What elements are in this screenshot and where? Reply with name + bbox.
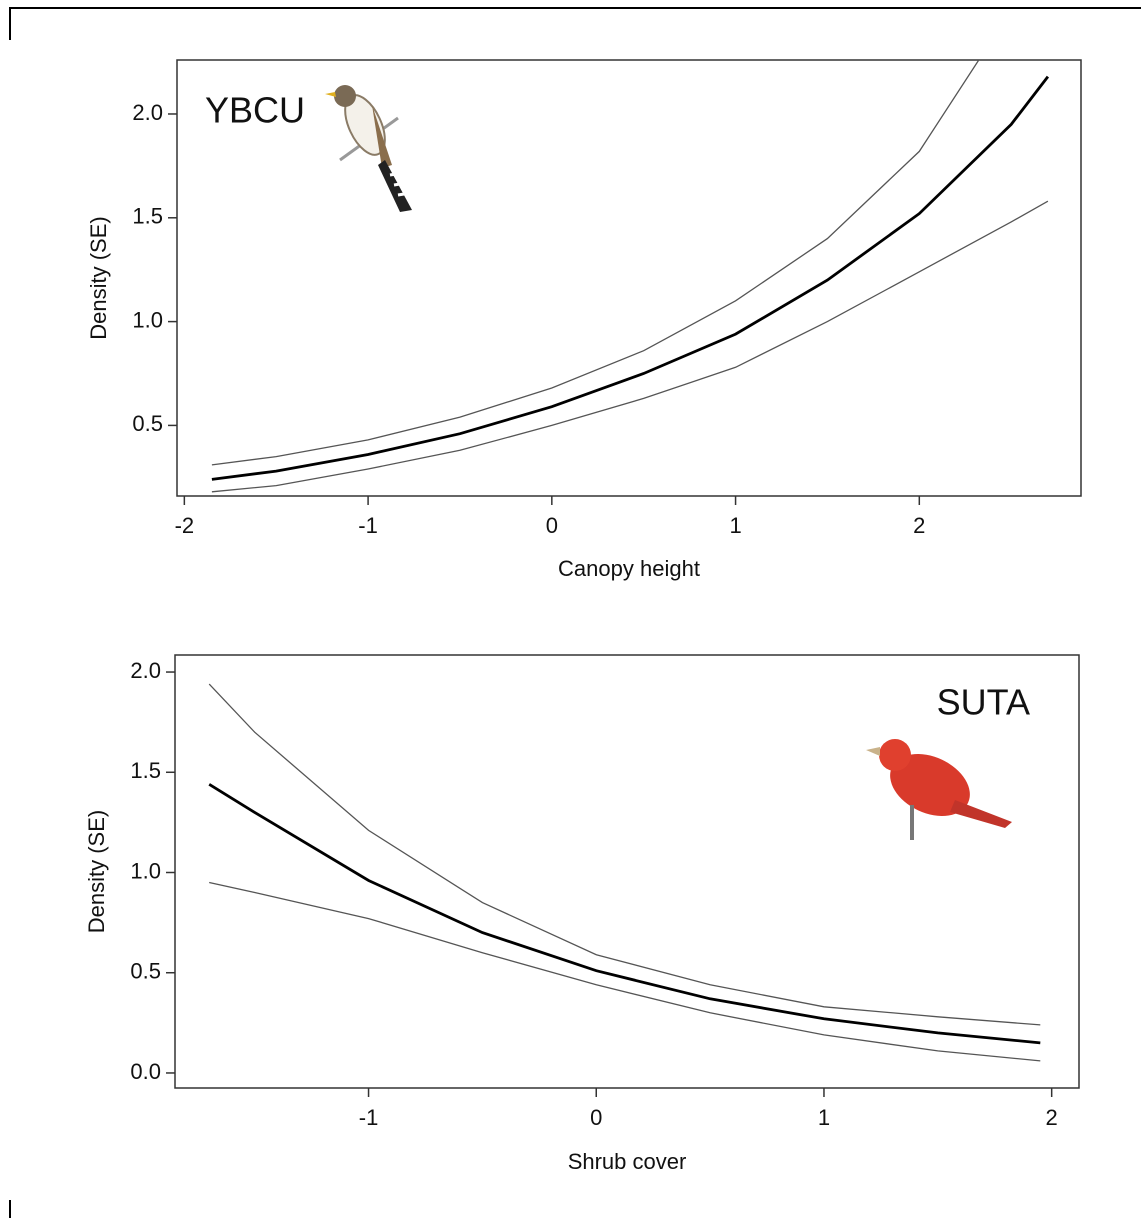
x-tick-label: -2 xyxy=(175,513,195,538)
y-tick-label: 2.0 xyxy=(132,100,163,125)
y-tick-label: 0.5 xyxy=(132,411,163,436)
y-tick-label: 1.0 xyxy=(132,307,163,332)
plot-frame xyxy=(176,59,1082,497)
y-axis-label: Density (SE) xyxy=(86,216,111,339)
x-tick-label: 0 xyxy=(546,513,558,538)
lines xyxy=(208,683,1041,1062)
x-tick-label: 2 xyxy=(1046,1105,1058,1130)
lines xyxy=(211,60,1050,493)
cuckoo-illustration xyxy=(325,85,412,212)
y-tick-label: 0.0 xyxy=(130,1059,161,1084)
y-tick-label: 0.5 xyxy=(130,959,161,984)
y-tick-label: 2.0 xyxy=(130,658,161,683)
series-line xyxy=(211,60,980,466)
annotation: YBCU xyxy=(205,90,305,131)
series-line xyxy=(211,200,1049,493)
x-tick-label: 2 xyxy=(913,513,925,538)
tanager-illustration xyxy=(866,739,1012,840)
y-tick-label: 1.0 xyxy=(130,858,161,883)
x-tick-label: -1 xyxy=(358,513,378,538)
series-line xyxy=(208,683,1041,1026)
annotation: SUTA xyxy=(937,682,1030,723)
plot-frame xyxy=(174,654,1080,1089)
x-tick-label: 1 xyxy=(729,513,741,538)
frame xyxy=(9,7,1141,40)
x-tick-label: 0 xyxy=(590,1105,602,1130)
y-axis-label: Density (SE) xyxy=(84,810,109,933)
x-tick-label: -1 xyxy=(359,1105,379,1130)
series-line xyxy=(208,783,1041,1045)
y-tick-label: 1.5 xyxy=(130,758,161,783)
y-tick-label: 1.5 xyxy=(132,204,163,229)
x-axis-label: Canopy height xyxy=(558,556,700,581)
series-line xyxy=(211,75,1050,481)
x-axis-label: Shrub cover xyxy=(568,1149,687,1174)
x-tick-label: 1 xyxy=(818,1105,830,1130)
series-line xyxy=(209,881,1041,1062)
